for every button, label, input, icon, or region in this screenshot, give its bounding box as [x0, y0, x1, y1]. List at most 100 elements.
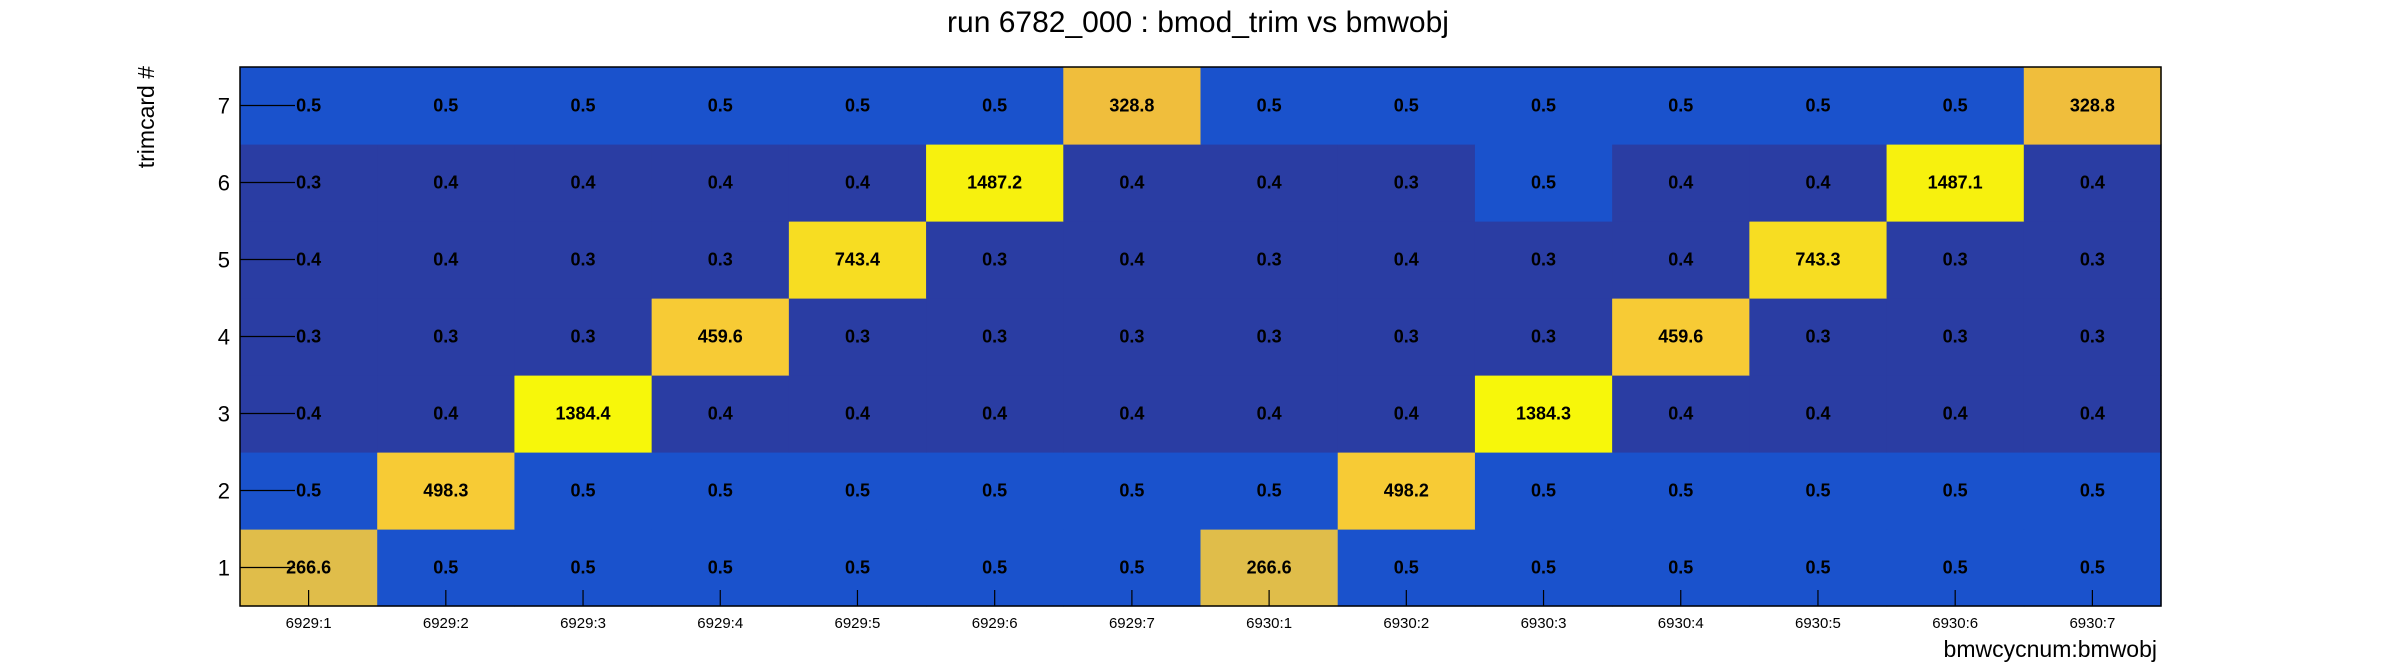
heatmap-cell — [377, 67, 516, 145]
y-tick-label: 7 — [218, 94, 230, 119]
heatmap-cell — [1063, 375, 1202, 453]
cell-value-label: 0.4 — [1943, 404, 1968, 424]
cell-value-label: 0.4 — [571, 173, 596, 193]
heatmap-cell — [788, 144, 927, 222]
heatmap-cell — [514, 375, 653, 453]
cell-value-label: 0.4 — [1668, 250, 1693, 270]
cell-value-label: 0.4 — [1119, 173, 1144, 193]
heatmap-cell — [2023, 221, 2162, 299]
cell-value-label: 0.5 — [1531, 481, 1556, 501]
cell-value-label: 743.4 — [835, 250, 880, 270]
cell-value-label: 0.4 — [845, 173, 870, 193]
heatmap-cell — [1200, 67, 1339, 145]
heatmap-cell — [1200, 221, 1339, 299]
heatmap-cell — [788, 298, 927, 376]
cell-value-label: 498.3 — [423, 481, 468, 501]
heatmap-cell — [514, 452, 653, 530]
cell-value-label: 0.5 — [1257, 96, 1282, 116]
heatmap-cell — [377, 298, 516, 376]
heatmap-cell — [1612, 144, 1750, 222]
heatmap-cell — [514, 67, 653, 145]
y-tick-label: 5 — [218, 248, 230, 273]
heatmap-cell — [1063, 144, 1202, 222]
cell-value-label: 0.4 — [1257, 173, 1282, 193]
y-tick-label: 3 — [218, 402, 230, 427]
cell-value-label: 0.5 — [571, 481, 596, 501]
heatmap-cell — [926, 375, 1064, 453]
heatmap-cell — [1749, 298, 1888, 376]
x-tick-label: 6930:1 — [1246, 615, 1292, 632]
x-axis-title: bmwcycnum:bmwobj — [1944, 636, 2157, 662]
cell-value-label: 0.3 — [1805, 327, 1830, 347]
cell-value-label: 0.4 — [1668, 404, 1693, 424]
cell-value-label: 0.4 — [1805, 404, 1830, 424]
axis-tick-labels: 1 2 3 4 5 6 7 6929:1 6929:2 6929:3 6929:4 6929:5 692… — [218, 94, 2116, 633]
cell-value-label: 0.5 — [845, 96, 870, 116]
heatmap-cell — [651, 67, 790, 145]
cell-value-label: 0.3 — [2080, 250, 2105, 270]
cell-value-label: 0.3 — [296, 327, 321, 347]
cell-value-label: 0.5 — [982, 481, 1007, 501]
y-tick-label: 6 — [218, 171, 230, 196]
cell-value-label: 0.5 — [433, 558, 458, 578]
heatmap-cell — [926, 67, 1064, 145]
heatmap-cell — [788, 452, 927, 530]
cell-value-label: 0.4 — [845, 404, 870, 424]
x-tick-label: 6930:4 — [1658, 615, 1704, 632]
heatmap-cell — [1200, 298, 1339, 376]
cell-value-label: 0.4 — [433, 250, 458, 270]
x-tick-label: 6929:7 — [1109, 615, 1155, 632]
y-tick-label: 1 — [218, 556, 230, 581]
cell-value-label: 1487.1 — [1928, 173, 1983, 193]
heatmap-cell — [1474, 144, 1613, 222]
cell-value-label: 0.5 — [708, 481, 733, 501]
heatmap-cell — [2023, 375, 2162, 453]
heatmap-cell — [1612, 452, 1750, 530]
cell-value-label: 0.5 — [571, 96, 596, 116]
cell-value-label: 0.4 — [1119, 250, 1144, 270]
heatmap-cell — [1200, 375, 1339, 453]
x-tick-label: 6929:2 — [423, 615, 469, 632]
cell-value-label: 0.4 — [1394, 250, 1419, 270]
heatmap-cell — [788, 67, 927, 145]
heatmap-cell — [1886, 67, 2025, 145]
heatmap-cell — [1886, 221, 2025, 299]
y-axis-title: trimcard # — [133, 66, 159, 168]
heatmap-cell — [1886, 452, 2025, 530]
heatmap-cell — [651, 221, 790, 299]
cell-value-label: 0.3 — [296, 173, 321, 193]
cell-value-label: 0.5 — [1943, 96, 1968, 116]
cell-value-label: 0.5 — [571, 558, 596, 578]
x-tick-label: 6929:5 — [835, 615, 881, 632]
heatmap-cell — [377, 375, 516, 453]
cell-value-label: 0.5 — [2080, 558, 2105, 578]
heatmap-cell — [651, 144, 790, 222]
x-tick-label: 6930:6 — [1932, 615, 1978, 632]
cell-value-label: 0.5 — [1531, 173, 1556, 193]
cell-value-label: 0.3 — [845, 327, 870, 347]
heatmap-cell — [1063, 298, 1202, 376]
cell-value-label: 0.5 — [2080, 481, 2105, 501]
cell-value-label: 0.3 — [571, 250, 596, 270]
cell-value-label: 0.5 — [433, 96, 458, 116]
heatmap-cell — [1337, 67, 1476, 145]
chart-title: run 6782_000 : bmod_trim vs bmwobj — [947, 6, 1449, 39]
heatmap-cell — [514, 298, 653, 376]
cell-value-label: 0.3 — [571, 327, 596, 347]
cell-value-label: 0.5 — [845, 558, 870, 578]
cell-value-label: 0.3 — [1531, 250, 1556, 270]
cell-value-label: 0.4 — [296, 250, 321, 270]
axis-ticks — [240, 104, 2093, 606]
heatmap-cell — [377, 221, 516, 299]
heatmap-cell — [1474, 67, 1613, 145]
heatmap-cell — [2023, 452, 2162, 530]
x-tick-label: 6930:2 — [1383, 615, 1429, 632]
cell-value-label: 266.6 — [286, 558, 331, 578]
cell-value-label: 328.8 — [2070, 96, 2115, 116]
cell-value-label: 0.5 — [1394, 96, 1419, 116]
heatmap-cell — [1474, 452, 1613, 530]
heatmap-cell — [1337, 375, 1476, 453]
heatmap-cell — [1063, 67, 1202, 145]
heatmap-cell — [1886, 298, 2025, 376]
